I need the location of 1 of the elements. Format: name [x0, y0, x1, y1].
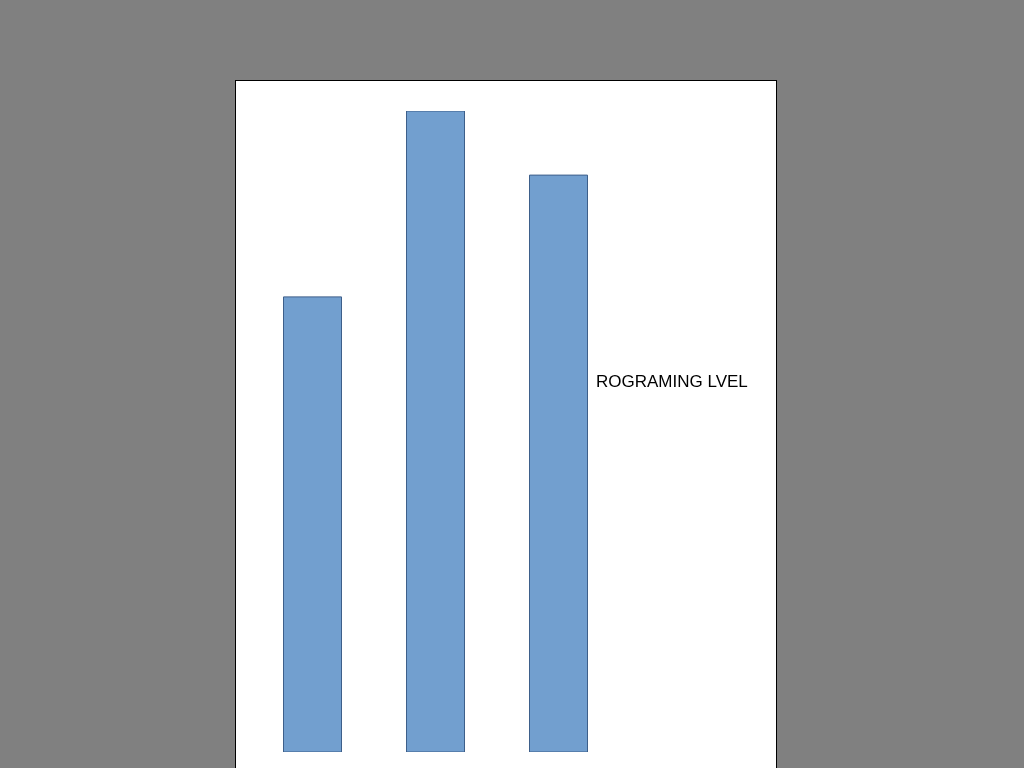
annotation: ROGRAMING LVEL: [596, 372, 748, 391]
